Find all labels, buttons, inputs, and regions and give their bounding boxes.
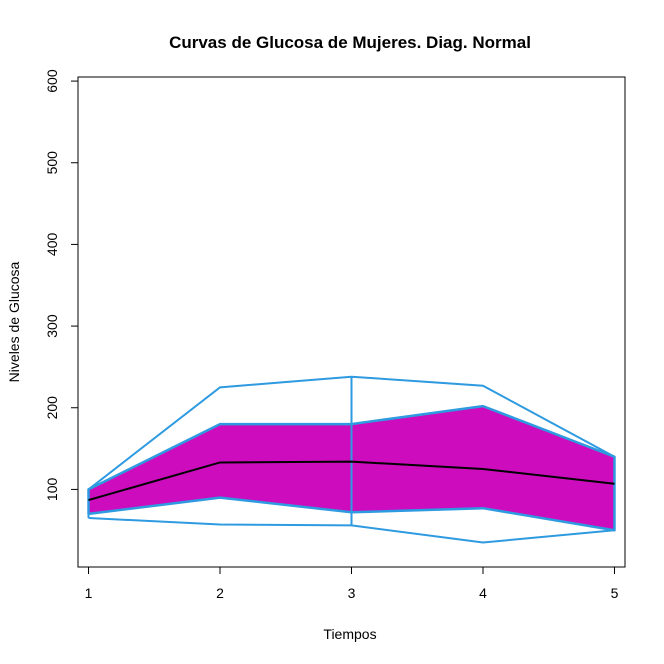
- x-axis-label: Tiempos: [323, 626, 376, 642]
- y-axis: 100 200 300 400 500 600: [44, 69, 79, 502]
- x-tick-label: 5: [611, 585, 619, 601]
- mean-line: [88, 460, 615, 501]
- y-tick-label: 600: [44, 69, 60, 93]
- chart-title: Curvas de Glucosa de Mujeres. Diag. Norm…: [169, 33, 531, 52]
- y-tick-label: 300: [44, 314, 60, 338]
- y-tick-label: 500: [44, 151, 60, 175]
- x-tick-label: 3: [348, 585, 356, 601]
- x-tick-label: 4: [479, 585, 487, 601]
- x-tick-label: 2: [216, 585, 224, 601]
- y-tick-label: 200: [44, 396, 60, 420]
- x-tick-label: 1: [85, 585, 93, 601]
- y-tick-label: 100: [44, 478, 60, 502]
- plot-area: [87, 375, 616, 544]
- y-axis-label: Niveles de Glucosa: [6, 261, 22, 382]
- y-tick-label: 400: [44, 233, 60, 257]
- x-axis: 1 2 3 4 5: [85, 566, 619, 601]
